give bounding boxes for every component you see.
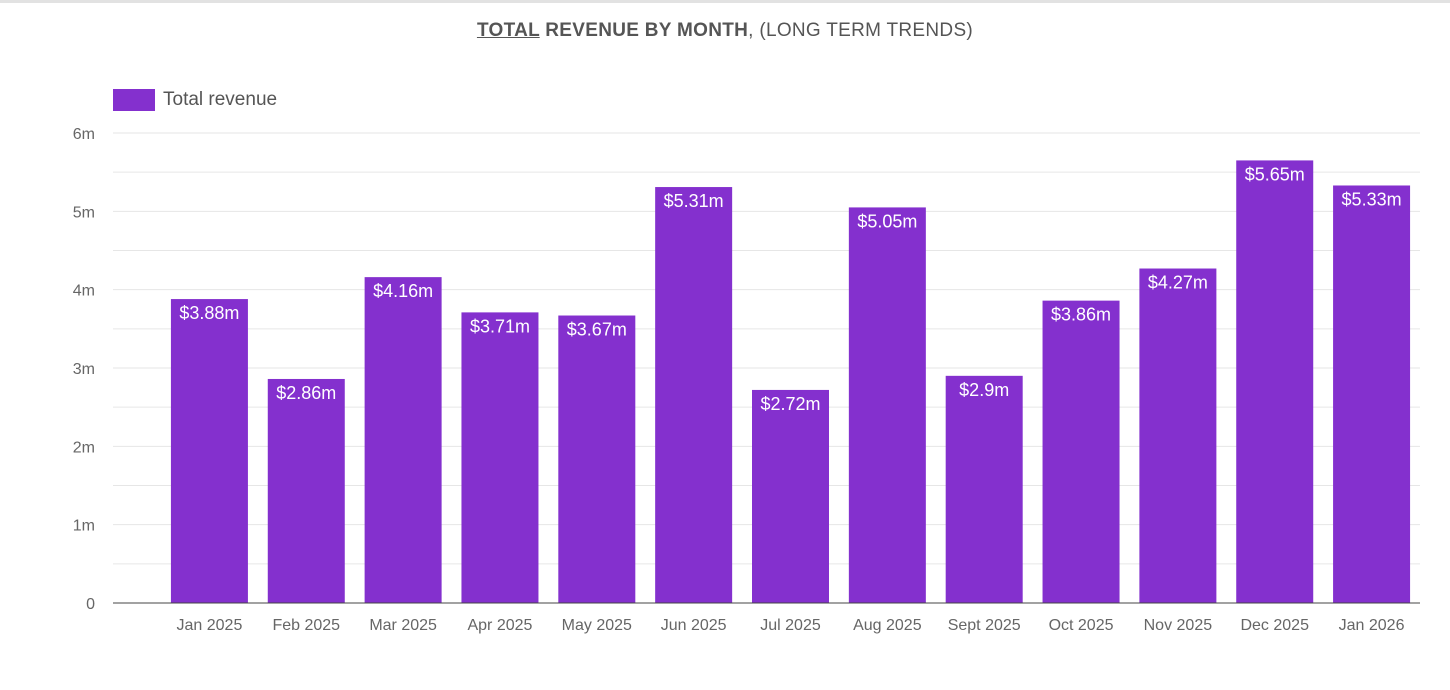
bar (1139, 268, 1217, 603)
data-label: $2.72m (760, 394, 820, 414)
bar (1236, 160, 1314, 603)
bar (461, 312, 539, 603)
y-tick-label: 5m (73, 204, 95, 221)
legend-label: Total revenue (163, 89, 278, 110)
y-tick-label: 6m (73, 126, 95, 143)
y-tick-label: 4m (73, 283, 95, 300)
data-label: $3.86m (1051, 305, 1111, 325)
x-tick-label: Feb 2025 (272, 617, 340, 634)
data-label: $3.88m (179, 303, 239, 323)
x-tick-label: Jun 2025 (661, 617, 727, 634)
bar (364, 277, 442, 603)
title-total: TOTAL (476, 20, 540, 41)
bar (945, 375, 1023, 603)
bar (655, 187, 733, 604)
x-tick-label: Sept 2025 (948, 617, 1021, 634)
data-label: $3.71m (470, 316, 530, 336)
data-label: $2.86m (276, 383, 336, 403)
data-label: $4.16m (373, 281, 433, 301)
title-sub: , (LONG TERM TRENDS) (748, 20, 974, 41)
x-tick-label: Nov 2025 (1144, 617, 1213, 634)
x-tick-label: Jan 2025 (177, 617, 243, 634)
x-tick-label: Mar 2025 (369, 617, 437, 634)
legend: Total revenue (113, 89, 277, 111)
x-tick-label: May 2025 (562, 617, 632, 634)
y-tick-label: 0 (86, 596, 95, 613)
data-label: $5.65m (1245, 164, 1305, 184)
x-tick-label: Jan 2026 (1339, 617, 1405, 634)
data-label: $4.27m (1148, 273, 1208, 293)
data-label: $5.33m (1342, 189, 1402, 209)
x-tick-label: Dec 2025 (1240, 617, 1309, 634)
chart-title: TOTAL REVENUE BY MONTH, (LONG TERM TREND… (0, 20, 1450, 42)
y-tick-label: 1m (73, 518, 95, 535)
x-tick-label: Oct 2025 (1049, 617, 1114, 634)
x-tick-label: Apr 2025 (467, 617, 532, 634)
data-label: $5.31m (664, 191, 724, 211)
bar (752, 389, 829, 603)
title-main: REVENUE BY MONTH (539, 20, 749, 41)
y-tick-label: 2m (73, 439, 95, 456)
bar (267, 378, 345, 603)
data-label: $3.67m (567, 320, 627, 340)
bar (1333, 185, 1411, 603)
x-tick-label: Jul 2025 (760, 617, 821, 634)
top-border (0, 0, 1450, 3)
bar (170, 299, 248, 603)
y-tick-label: 3m (73, 361, 95, 378)
x-tick-label: Aug 2025 (853, 617, 922, 634)
bar (558, 315, 636, 603)
legend-swatch (113, 89, 155, 111)
bar (1042, 300, 1120, 603)
data-label: $2.9m (959, 380, 1009, 400)
data-label: $5.05m (857, 211, 917, 231)
bar (848, 207, 926, 603)
